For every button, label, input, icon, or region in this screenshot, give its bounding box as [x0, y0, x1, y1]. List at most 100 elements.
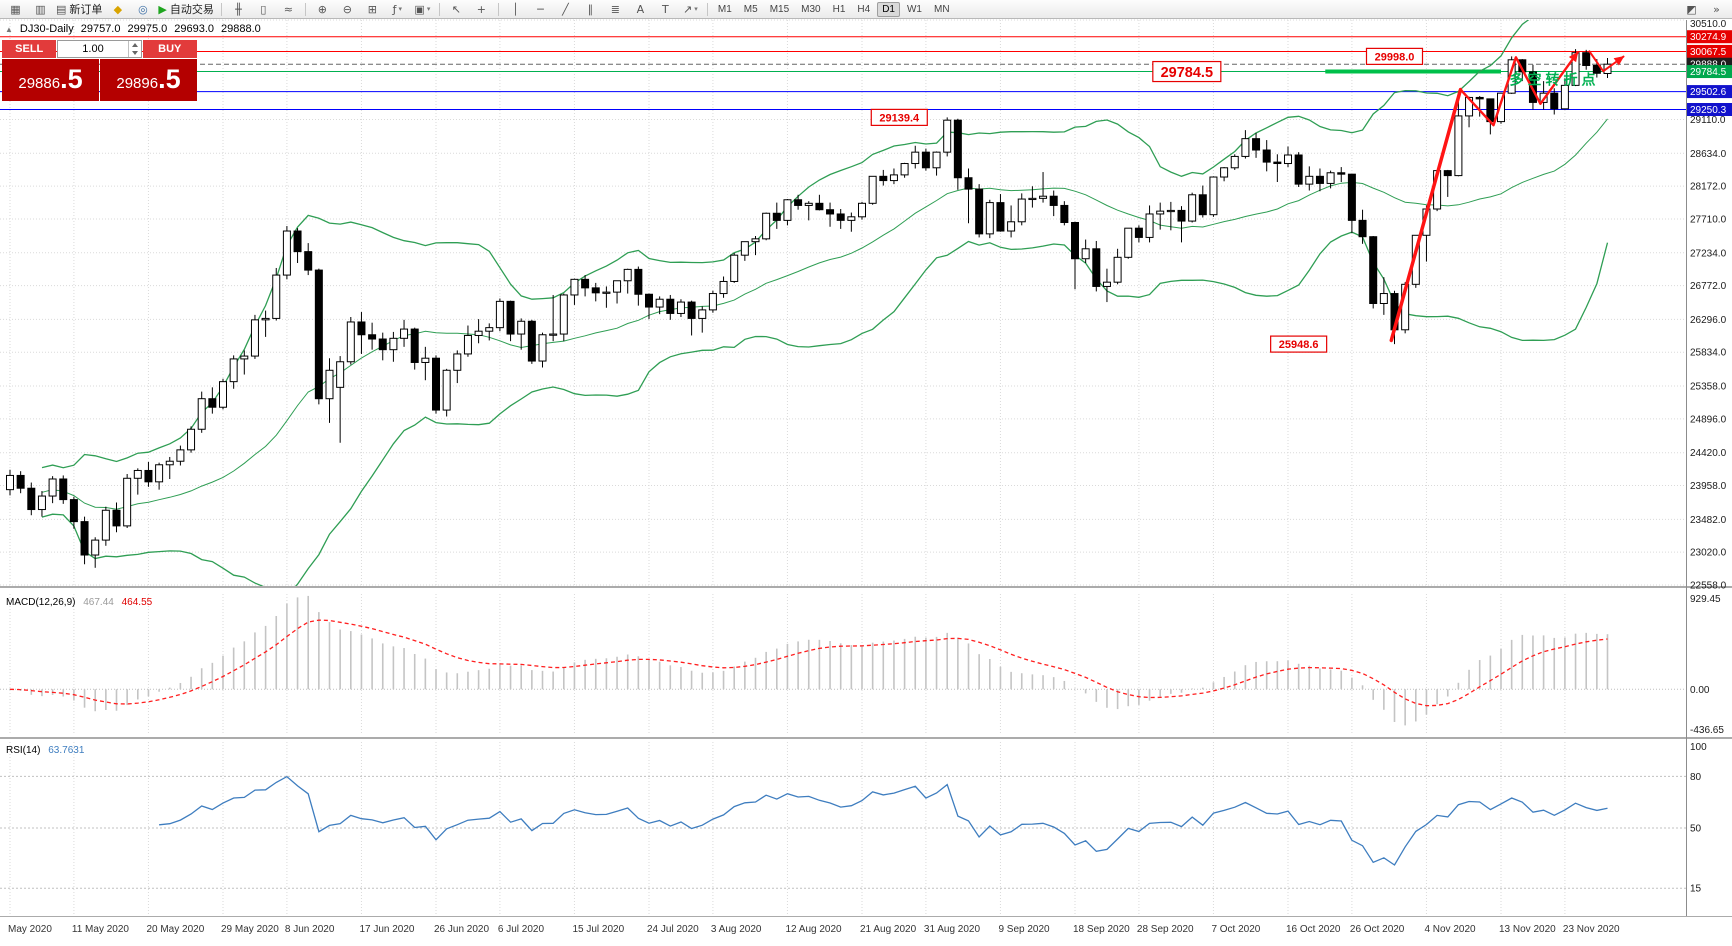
timeframe-m5[interactable]: M5 [743, 3, 758, 15]
time-axis-label: 26 Oct 2020 [1350, 924, 1405, 935]
new-chart-icon: ▦ [10, 2, 21, 16]
time-axis[interactable]: May 2020 11 May 2020 20 May 2020 29 May 202… [8, 924, 1620, 935]
zigzag-trendline[interactable] [1459, 51, 1579, 127]
volume-spinner [127, 41, 141, 57]
candlestick-chart-icon[interactable]: ▯ [251, 1, 276, 18]
notifications-icon[interactable]: ◩ [1679, 1, 1704, 18]
macd-value: 467.44 [83, 597, 114, 608]
price-axis-label: 29250.3 [1690, 105, 1727, 116]
autotrading-button[interactable]: ▶ 自动交易 [155, 1, 216, 18]
channel-icon[interactable]: ∥ [578, 1, 603, 18]
vertical-line-icon[interactable]: │ [503, 1, 528, 18]
macd-axis-label: 0.00 [1690, 685, 1710, 696]
line-chart-icon[interactable]: ≈ [276, 1, 301, 18]
fibonacci-icon[interactable]: ≣ [603, 1, 628, 18]
tile-windows-icon: ⊞ [367, 2, 377, 16]
indicators-icon[interactable]: ƒ ▾ [385, 1, 410, 18]
zoom-in-icon[interactable]: ⊕ [310, 1, 335, 18]
timeframe-m30[interactable]: M30 [801, 3, 821, 15]
new-order-button[interactable]: ▤ 新订单 [53, 1, 105, 18]
mql5-community-icon[interactable]: ◆ [105, 1, 130, 18]
macd-axis-label: -436.65 [1690, 725, 1724, 736]
toolbar-separator [706, 2, 708, 16]
crosshair-icon[interactable]: + [469, 1, 494, 18]
tile-windows-icon[interactable]: ⊞ [360, 1, 385, 18]
level-lines[interactable] [0, 36, 1686, 111]
timeframe-m1[interactable]: M1 [717, 3, 732, 15]
toolbar-separator [220, 2, 222, 16]
bid-price-box[interactable]: 29886 .5 [2, 59, 99, 101]
volume-decrease-button[interactable] [129, 49, 141, 57]
chart-objects[interactable]: 多空转折点 29784.5 29998.0 29139.4 25948.6 [870, 47, 1625, 353]
templates-icon[interactable]: ▣ ▾ [410, 1, 435, 18]
price-axis-highlight [1687, 103, 1732, 117]
rsi-axis-label: 15 [1690, 884, 1702, 895]
sell-button[interactable]: SELL [2, 40, 57, 58]
ohlc-low: 29693.0 [174, 23, 215, 35]
forecast-arrow[interactable] [1588, 50, 1625, 73]
autotrading-button-label: 自动交易 [169, 4, 214, 16]
time-axis-label: 18 Sep 2020 [1073, 924, 1130, 935]
time-axis-label: 4 Nov 2020 [1424, 924, 1476, 935]
timeframe-mn[interactable]: MN [933, 3, 950, 15]
time-axis-label: 17 Jun 2020 [359, 924, 414, 935]
chevron-down-icon: ▾ [694, 6, 698, 13]
price-axis-label: 26772.0 [1690, 281, 1727, 292]
ask-price-main: 29896 [116, 75, 159, 92]
market-watch-icon[interactable]: ◎ [130, 1, 155, 18]
price-annotation-box[interactable] [870, 108, 928, 126]
horizontal-line-icon[interactable]: ─ [528, 1, 553, 18]
price-annotation-box[interactable] [1152, 60, 1222, 83]
vertical-line-icon: │ [512, 2, 519, 16]
arrows-icon[interactable]: ↗ ▾ [678, 1, 703, 18]
price-annotation-box[interactable] [1270, 335, 1328, 353]
profiles-icon[interactable]: ▥ [28, 1, 53, 18]
bid-price-fraction: .5 [60, 64, 83, 94]
trade-prices-row: 29886 .5 29896 .5 [2, 59, 197, 101]
macd-axis-label: 929.45 [1690, 594, 1721, 605]
cursor-icon[interactable]: ↖ [444, 1, 469, 18]
price-axis-highlight [1687, 30, 1732, 44]
price-axis-label: 30067.5 [1690, 47, 1727, 58]
indicators-icon: ƒ [392, 2, 397, 16]
timeframe-d1[interactable]: D1 [877, 1, 900, 17]
time-axis-label: 11 May 2020 [72, 924, 130, 935]
rally-trendline[interactable] [1389, 87, 1463, 343]
price-axis-label: 23020.0 [1690, 548, 1727, 559]
volume-stepper[interactable]: 1.00 [57, 40, 142, 58]
time-axis-label: 7 Oct 2020 [1211, 924, 1260, 935]
timeframe-m15[interactable]: M15 [769, 3, 790, 15]
price-axis-label: 27234.0 [1690, 248, 1727, 259]
turning-point-text[interactable]: 多空转折点 [1510, 71, 1600, 87]
pane-separators[interactable] [0, 20, 1732, 917]
autotrading-icon: ▶ [158, 2, 167, 16]
price-axis-label: 28172.0 [1690, 182, 1727, 193]
macd-pane [0, 595, 1686, 726]
ohlc-open: 29757.0 [80, 23, 121, 35]
toolbar-overflow-icon[interactable]: » [1704, 1, 1729, 18]
bar-chart-icon[interactable]: ╫ [226, 1, 251, 18]
notifications-icon: ◩ [1686, 2, 1697, 16]
trendline-icon[interactable]: ╱ [553, 1, 578, 18]
new-chart-icon[interactable]: ▦ [3, 1, 28, 18]
toolbar-separator [497, 2, 499, 16]
zoom-out-icon[interactable]: ⊖ [335, 1, 360, 18]
label-icon[interactable]: T [653, 1, 678, 18]
text-icon[interactable]: A [628, 1, 653, 18]
timeframe-h1[interactable]: H1 [832, 3, 846, 15]
price-annotation-box[interactable] [1365, 47, 1424, 65]
volume-value[interactable]: 1.00 [82, 43, 104, 55]
price-axis-label: 27710.0 [1690, 214, 1727, 225]
time-axis-label: 3 Aug 2020 [711, 924, 762, 935]
timeframe-w1[interactable]: W1 [906, 3, 922, 15]
one-click-panel-toggle-icon[interactable]: ▲ [5, 24, 13, 34]
macd-pane-label: MACD(12,26,9) 467.44 464.55 [6, 597, 152, 608]
price-axis[interactable]: 30510.030274.930067.529888.029784.529502… [1687, 19, 1732, 895]
volume-increase-button[interactable] [129, 41, 141, 49]
ask-price-box[interactable]: 29896 .5 [100, 59, 197, 101]
zoom-in-icon: ⊕ [317, 2, 327, 16]
rsi-axis-label: 100 [1690, 742, 1707, 753]
timeframe-h4[interactable]: H4 [857, 3, 871, 15]
buy-button[interactable]: BUY [142, 40, 198, 58]
